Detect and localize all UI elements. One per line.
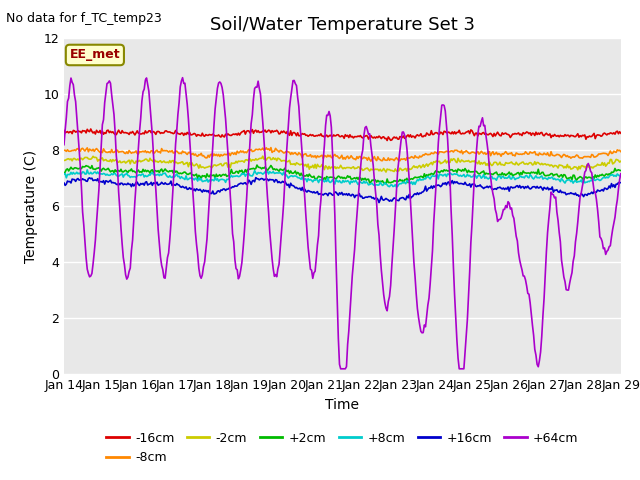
+8cm [373,182,381,188]
+8cm [392,184,400,190]
+16cm [252,175,260,180]
-16cm [60,128,68,133]
X-axis label: Time: Time [325,398,360,412]
-8cm [267,144,275,150]
-8cm [374,154,381,160]
+64cm [472,160,479,166]
Text: EE_met: EE_met [70,48,120,61]
-16cm [383,138,391,144]
Line: -16cm: -16cm [64,129,621,141]
Line: -2cm: -2cm [64,156,621,172]
-2cm [259,153,267,159]
Line: -8cm: -8cm [64,147,621,161]
+2cm [617,168,625,173]
+2cm [234,168,241,174]
+64cm [617,171,625,177]
+8cm [296,175,304,181]
-16cm [568,133,576,139]
-16cm [234,130,242,136]
-8cm [60,147,68,153]
+8cm [234,174,242,180]
-2cm [382,169,390,175]
+2cm [401,177,408,182]
+64cm [60,142,68,147]
+16cm [617,180,625,186]
+2cm [472,168,479,174]
-16cm [296,133,304,139]
-2cm [234,160,241,166]
+8cm [60,171,68,177]
-8cm [617,149,625,155]
-2cm [60,157,68,163]
+16cm [568,191,576,196]
-2cm [617,158,625,164]
+2cm [60,171,68,177]
-2cm [401,166,408,172]
+64cm [568,270,576,276]
-8cm [568,155,576,160]
+16cm [234,183,241,189]
Line: +64cm: +64cm [64,78,621,369]
Legend: -16cm, -8cm, -2cm, +2cm, +8cm, +16cm, +64cm: -16cm, -8cm, -2cm, +2cm, +8cm, +16cm, +6… [101,427,584,469]
+16cm [401,196,408,202]
-8cm [472,150,479,156]
+64cm [179,75,186,81]
-16cm [617,131,625,136]
-16cm [373,134,381,140]
-2cm [373,167,381,172]
+2cm [568,177,576,182]
Line: +16cm: +16cm [64,178,621,203]
+16cm [60,180,68,186]
+2cm [296,173,304,179]
+8cm [472,173,479,179]
+2cm [373,179,381,185]
+8cm [617,172,625,178]
+16cm [375,200,383,205]
-8cm [234,148,241,154]
+16cm [373,195,381,201]
-16cm [401,135,408,141]
+64cm [234,276,242,282]
Text: No data for f_TC_temp23: No data for f_TC_temp23 [6,12,162,25]
+64cm [401,132,408,138]
+2cm [253,162,261,168]
Line: +2cm: +2cm [64,165,621,184]
Y-axis label: Temperature (C): Temperature (C) [24,150,38,263]
-16cm [87,126,95,132]
-2cm [568,166,576,172]
-2cm [296,162,304,168]
-8cm [401,156,408,162]
+64cm [296,122,304,128]
Line: +8cm: +8cm [64,170,621,187]
+16cm [472,183,479,189]
+16cm [296,185,304,191]
-16cm [472,131,479,136]
+8cm [568,178,576,183]
Title: Soil/Water Temperature Set 3: Soil/Water Temperature Set 3 [210,16,475,34]
-8cm [296,151,304,156]
-2cm [472,160,479,166]
-8cm [367,158,374,164]
+8cm [83,167,91,173]
+2cm [382,181,390,187]
+64cm [374,221,381,227]
+64cm [337,366,344,372]
+8cm [401,180,408,185]
